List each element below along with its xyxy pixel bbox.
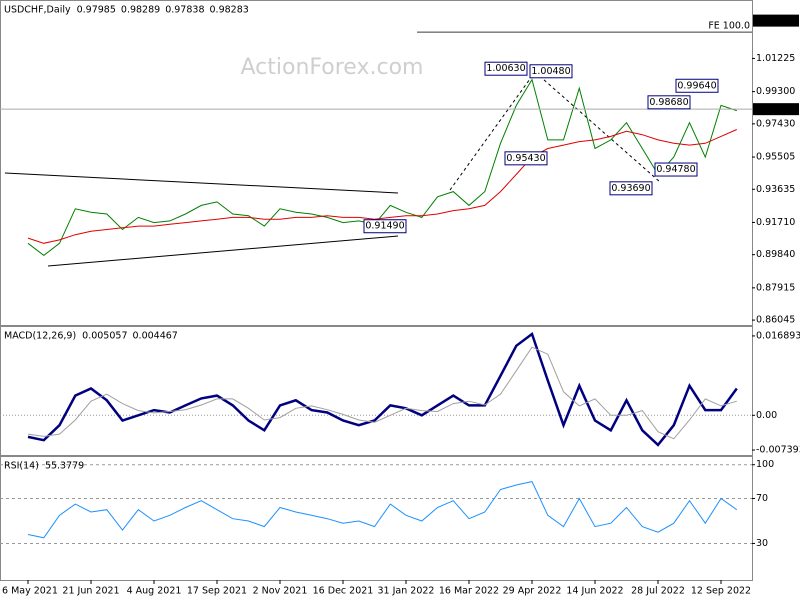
x-tick-label: 4 Aug 2021 [127,586,182,597]
y-tick-label: 0.99300 [756,86,795,97]
x-tick-label: 12 Sep 2022 [691,586,751,597]
readout: 0.005057 [82,331,127,342]
y-tick-label: 0.91710 [756,217,795,228]
series-line [27,481,738,539]
annotation-box [363,219,407,234]
y-tick-label: 0.87915 [756,282,795,293]
last-price-box [753,103,799,116]
readout: 0.97838 [165,5,204,16]
y-tick-label: 70 [756,493,768,504]
readout: 0.98283 [210,5,249,16]
trendline [4,172,399,194]
annotation-box [504,151,548,166]
last-price-label: 0.98283 [756,104,795,115]
watermark: ActionForex.com [241,55,424,80]
annotation-box [529,64,573,79]
y-tick-label: 0.016893 [756,330,800,341]
annotation-label: 0.99640 [677,80,716,91]
panel-title: MACD(12,26,9) [4,331,76,342]
annotation-box [609,181,653,196]
annotation-label: 1.00480 [531,66,570,77]
annotation-box [654,162,698,177]
x-tick-label: 17 Sep 2021 [187,586,247,597]
trendline [47,235,399,267]
x-tick-label: 28 Jul 2022 [631,586,685,597]
panel-title: RSI(14) [4,461,39,472]
x-tick-label: 16 Dec 2021 [313,586,374,597]
price-marker-box [753,14,799,27]
trendline [534,71,661,183]
annotation-box [675,78,719,93]
annotation-label: 0.95430 [506,153,545,164]
y-tick-label: 0.00 [756,410,777,421]
readout: 0.97985 [77,5,116,16]
annotation-label: 0.94780 [656,164,695,175]
series-line [27,346,737,440]
y-tick-label: 0.93635 [756,184,795,195]
panel-frame [0,456,753,581]
readout: 0.004467 [133,331,178,342]
x-tick-label: 14 Jun 2022 [566,586,623,597]
y-tick-label: 1.01225 [756,53,795,64]
x-tick-label: 21 Jun 2021 [62,586,119,597]
y-tick-label: 0.86045 [756,315,795,326]
series-line [27,129,738,244]
trendlines [4,71,661,267]
panel-title: USDCHF,Daily [4,5,71,16]
annotation-box [647,95,691,110]
y-tick-label: -0.007393 [756,445,800,456]
series-line [27,78,737,257]
y-tick-label: 0.95505 [756,152,795,163]
price-marker-label: 1.03420 [756,15,795,26]
y-tick-label: 100 [756,459,774,470]
panel-frame [0,0,753,326]
x-tick-label: 29 Apr 2022 [503,586,562,597]
panel-frame [0,326,753,456]
y-tick-label: 0.97430 [756,118,795,129]
y-tick-label: 0.89840 [756,249,795,260]
annotation-label: 0.91490 [365,221,404,232]
annotation-label: 1.00630 [486,63,525,74]
readout: 55.3779 [45,461,84,472]
x-tick-label: 2 Nov 2021 [253,586,308,597]
trendline [449,71,536,191]
annotation-label: 0.98680 [649,97,688,108]
x-tick-label: 16 Mar 2022 [439,586,499,597]
fe-label: FE 100.0 [708,21,750,32]
x-tick-label: 6 May 2021 [2,586,58,597]
x-tick-label: 31 Jan 2022 [378,586,435,597]
y-tick-label: 30 [756,538,768,549]
readout: 0.98289 [121,5,160,16]
annotation-box [484,61,528,76]
annotation-label: 0.93690 [611,183,650,194]
